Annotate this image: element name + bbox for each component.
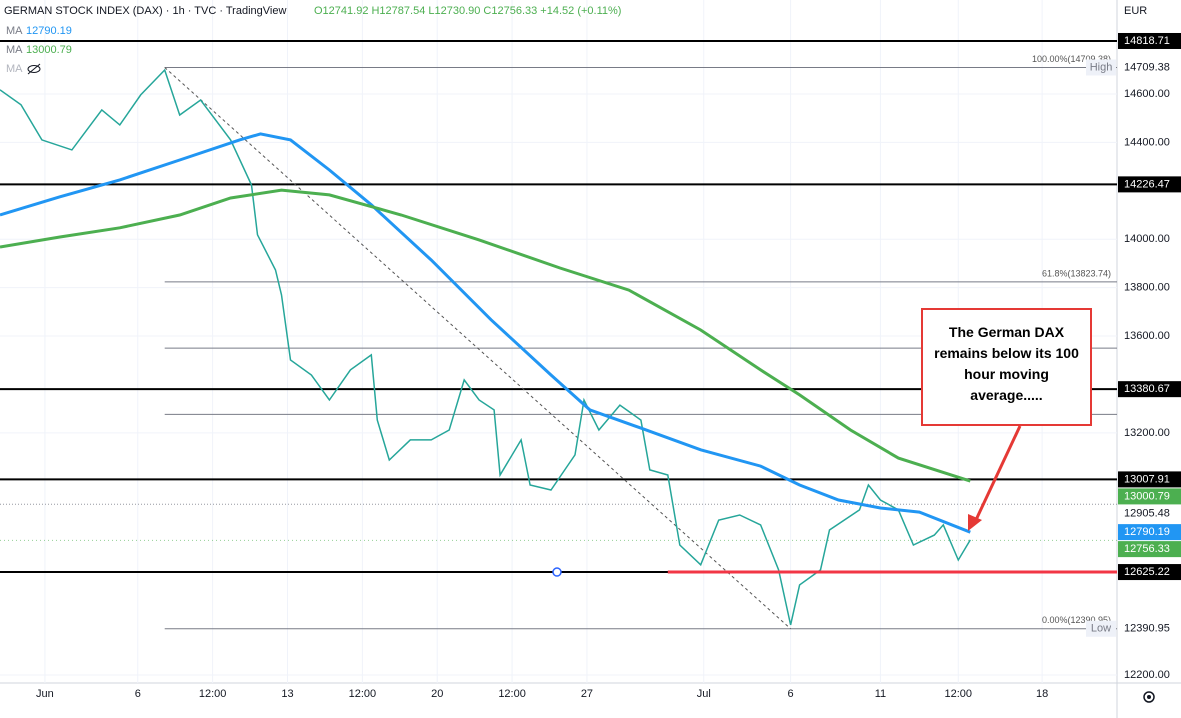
ma-line	[0, 188, 971, 483]
callout: The German DAX remains below its 100 hou…	[934, 324, 1079, 403]
price-tag: Low	[1091, 623, 1111, 635]
callout-text: The German DAX remains below its 100 hou…	[934, 324, 1079, 403]
eye-icon[interactable]	[27, 63, 41, 75]
price-label-box	[1118, 505, 1181, 522]
header-ohlc: O12741.92 H12787.54 L12730.90 C12756.33 …	[314, 5, 621, 17]
x-tick-label: 12:00	[498, 688, 526, 700]
y-tick-label: 14600.00	[1124, 88, 1170, 100]
price-label-box	[1118, 541, 1181, 558]
price-label-box	[1118, 488, 1181, 505]
price-label: 12905.48	[1124, 507, 1170, 519]
legend-label: MA	[6, 25, 23, 37]
price-label: 14709.38	[1124, 61, 1170, 73]
legend-label: MA	[6, 44, 23, 56]
fib-label: 61.8%(13823.74)	[1042, 268, 1111, 278]
price-label-box	[1118, 471, 1181, 488]
x-tick-label: Jun	[36, 688, 54, 700]
x-tick-label: 27	[581, 688, 593, 700]
fib-label: 0.00%(12390.95)	[1042, 615, 1111, 625]
currency[interactable]: EUR	[1124, 5, 1147, 17]
x-tick-label: 13	[281, 688, 293, 700]
price-tag-box	[1086, 59, 1116, 76]
price-label-box	[1118, 32, 1181, 49]
callout-arrowhead	[968, 514, 982, 531]
price-line	[0, 68, 971, 626]
price-tag: High	[1090, 61, 1113, 73]
price-label: 13380.67	[1124, 383, 1170, 395]
price-label: 13007.91	[1124, 473, 1170, 485]
price-label: 12390.95	[1124, 623, 1170, 635]
x-tick-label: 6	[135, 688, 141, 700]
price-label-box	[1118, 381, 1181, 398]
legend-value: 12790.19	[26, 25, 72, 37]
x-tick-label: Jul	[697, 688, 711, 700]
price-label-box	[1118, 176, 1181, 193]
y-tick-label: 14400.00	[1124, 136, 1170, 148]
price-label-box	[1118, 564, 1181, 581]
x-tick-label: 6	[788, 688, 794, 700]
price-label: 14226.47	[1124, 178, 1170, 190]
price-label-box	[1118, 620, 1181, 637]
x-tick-label: 20	[431, 688, 443, 700]
callout-box	[921, 308, 1092, 426]
legend-value: 13000.79	[26, 44, 72, 56]
header-title: GERMAN STOCK INDEX (DAX) · 1h · TVC · Tr…	[4, 5, 286, 17]
price-tag-box	[1086, 620, 1116, 637]
x-tick-label: 18	[1036, 688, 1048, 700]
price-label-box	[1118, 524, 1181, 541]
fib-label: 100.00%(14709.38)	[1032, 54, 1111, 64]
y-tick-label: 12200.00	[1124, 669, 1170, 681]
x-tick-label: 12:00	[349, 688, 377, 700]
price-label: 12756.33	[1124, 543, 1170, 555]
x-tick-label: 12:00	[945, 688, 973, 700]
x-tick-label: 12:00	[199, 688, 227, 700]
y-tick-label: 13800.00	[1124, 282, 1170, 294]
x-tick-label: 11	[875, 688, 886, 700]
currency-box[interactable]	[1118, 0, 1181, 22]
y-tick-label: 14000.00	[1124, 233, 1170, 245]
y-tick-label: 13600.00	[1124, 330, 1170, 342]
price-label: 14818.71	[1124, 35, 1170, 47]
drag-handle	[552, 567, 562, 577]
price-label: 13000.79	[1124, 490, 1170, 502]
settings-icon[interactable]	[1143, 691, 1155, 703]
callout-arrow	[973, 425, 1022, 523]
y-tick-label: 13200.00	[1124, 427, 1170, 439]
price-label: 12625.22	[1124, 566, 1170, 578]
price-label: 12790.19	[1124, 526, 1170, 538]
ma-line	[0, 132, 971, 534]
trend-line	[164, 67, 791, 630]
price-label-box	[1118, 59, 1181, 76]
legend-label: MA	[6, 63, 23, 75]
